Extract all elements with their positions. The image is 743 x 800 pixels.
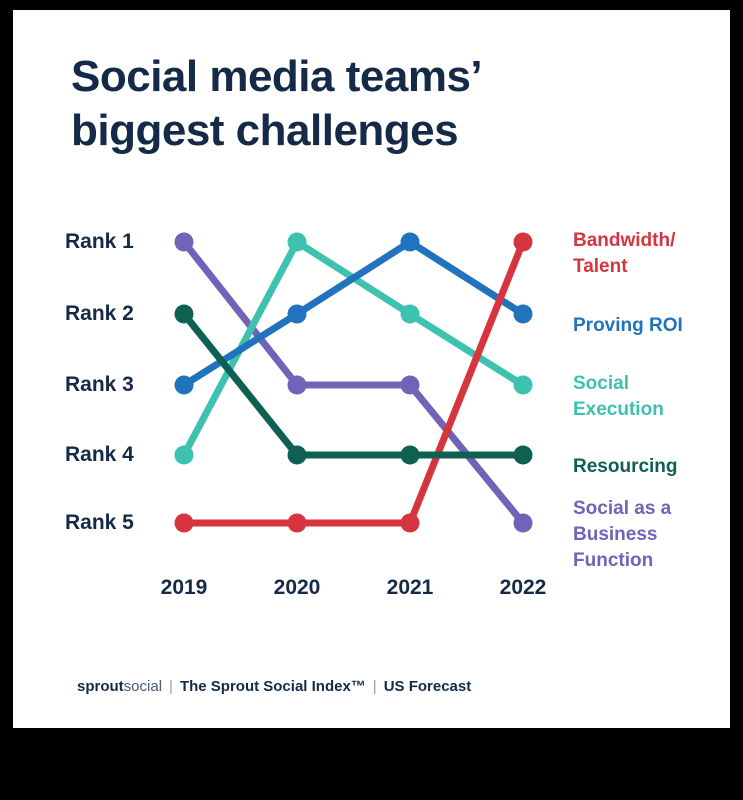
data-point-resourcing-2021 [400,445,420,465]
year-axis-label-2019: 2019 [160,576,208,599]
series-line-proving-roi [182,238,525,388]
legend-label-proving-roi: Proving ROI [573,315,683,336]
legend-label-social-as-a-business-function: Social as a Business Function [573,498,672,571]
footer: sproutsocial | The Sprout Social Index™ | US… [77,678,471,695]
rank-axis-label-1: Rank 1 [65,230,134,253]
data-point-proving-roi-2022 [513,304,533,324]
data-point-social-execution-2019 [174,445,194,465]
data-point-social-as-a-business-function-2022 [513,513,533,533]
data-point-resourcing-2020 [287,445,307,465]
footer-note: US Forecast [383,678,472,695]
data-point-social-as-a-business-function-2020 [287,375,307,395]
data-point-social-execution-2021 [400,304,420,324]
data-point-resourcing-2019 [174,304,194,324]
series-line-resourcing [181,311,523,459]
rank-axis-label-5: Rank 5 [65,511,134,534]
year-axis-label-2020: 2020 [273,576,321,599]
legend-label-bandwidth-talent: Bandwidth/ Talent [573,230,676,277]
brand-logo-social: social [123,678,163,695]
footer-source: The Sprout Social Index™ [179,678,366,695]
data-point-social-as-a-business-function-2021 [400,375,420,395]
infographic-card: Social media teams’ biggest challenges Ra… [13,10,730,728]
data-point-social-execution-2020 [287,232,307,252]
data-point-proving-roi-2019 [174,375,194,395]
chart-title-line-2: biggest challenges [71,106,459,155]
rank-axis-label-4: Rank 4 [65,443,134,466]
data-point-bandwidth-talent-2021 [400,513,420,533]
data-point-resourcing-2022 [513,445,533,465]
data-point-proving-roi-2021 [400,232,420,252]
rank-axis-label-2: Rank 2 [65,302,134,325]
data-point-social-execution-2022 [513,375,533,395]
series-line-bandwidth-talent [184,240,527,527]
footer-separator-2: | [372,678,377,695]
year-axis-label-2021: 2021 [386,576,434,599]
brand-logo-sprout: sprout [77,678,124,695]
legend-label-social-execution: Social Execution [573,373,664,420]
chart-title-line-1: Social media teams’ [71,52,483,101]
data-point-bandwidth-talent-2022 [513,232,533,252]
data-point-social-as-a-business-function-2019 [174,232,194,252]
chart-title: Social media teams’ biggest challenges [71,50,483,158]
footer-separator-1: | [169,678,173,695]
data-point-bandwidth-talent-2019 [174,513,194,533]
rank-axis-label-3: Rank 3 [65,373,134,396]
legend-label-resourcing: Resourcing [573,456,678,477]
data-point-proving-roi-2020 [287,304,307,324]
chart-canvas [174,232,533,533]
data-point-bandwidth-talent-2020 [287,513,307,533]
year-axis-label-2022: 2022 [499,576,547,599]
